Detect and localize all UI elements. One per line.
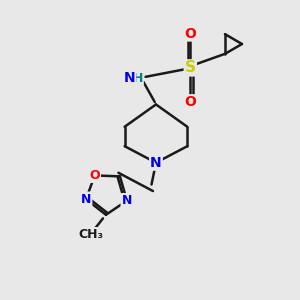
Text: N: N <box>150 156 162 170</box>
Text: O: O <box>89 169 100 182</box>
Text: N: N <box>124 71 136 85</box>
Text: N: N <box>81 193 91 206</box>
Text: S: S <box>185 60 196 75</box>
Text: N: N <box>81 193 91 206</box>
Text: O: O <box>184 95 196 109</box>
Text: O: O <box>184 26 196 40</box>
Text: N: N <box>122 194 132 207</box>
Text: N: N <box>122 194 132 207</box>
Text: CH₃: CH₃ <box>78 228 103 241</box>
Text: H: H <box>133 72 143 85</box>
Text: O: O <box>89 169 100 182</box>
